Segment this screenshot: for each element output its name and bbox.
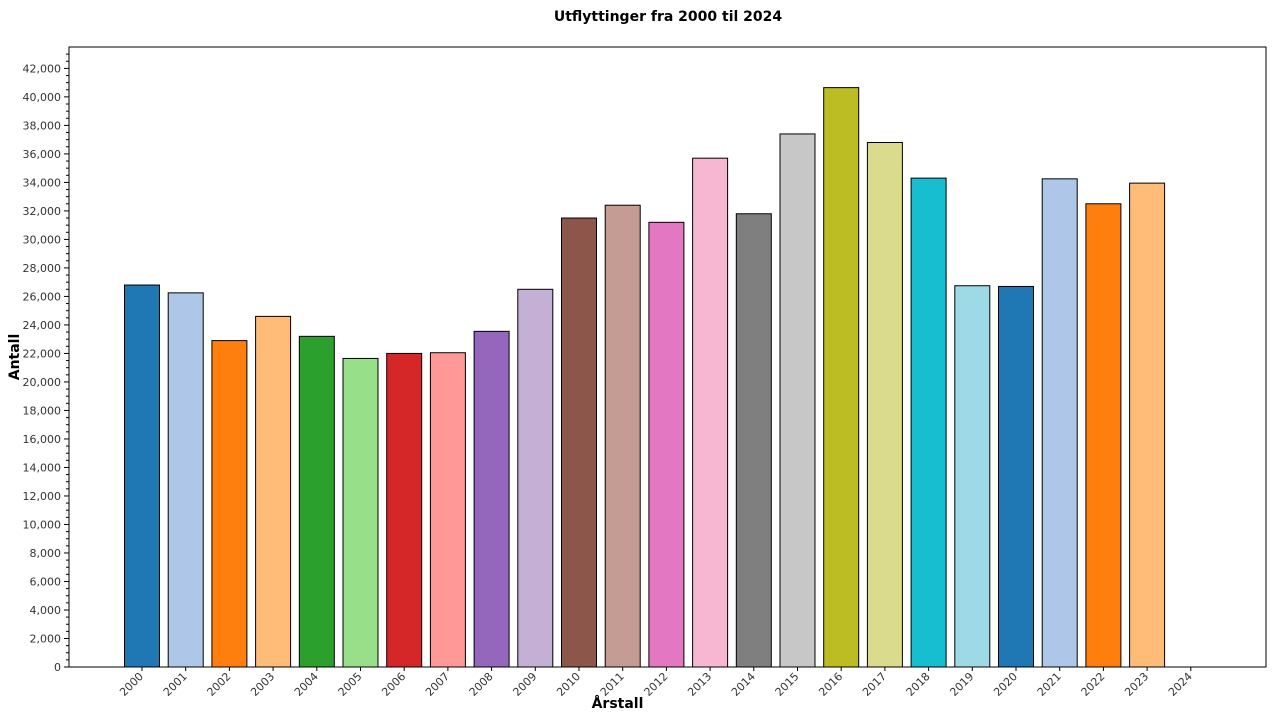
y-tick-label: 6,000 xyxy=(30,575,62,588)
y-tick-label: 14,000 xyxy=(23,461,62,474)
y-tick-label: 28,000 xyxy=(23,262,62,275)
y-tick-label: 2,000 xyxy=(30,632,62,645)
y-tick-label: 16,000 xyxy=(23,433,62,446)
x-tick-label: 2018 xyxy=(904,670,933,699)
bar-2016 xyxy=(823,87,860,668)
x-tick-label: 2004 xyxy=(292,670,321,699)
x-tick-label: 2000 xyxy=(117,670,146,699)
x-tick-label: 2005 xyxy=(336,670,365,699)
bar-2009 xyxy=(517,288,554,668)
bar-2020 xyxy=(998,285,1034,668)
y-axis: 0 2,000 4,000 6,000 8,000 10,000 12,000 14,000 1… xyxy=(23,53,69,674)
x-tick-label: 2012 xyxy=(642,670,671,699)
bar-2001 xyxy=(167,292,204,668)
x-tick-label: 2022 xyxy=(1079,670,1108,699)
y-tick-label: 34,000 xyxy=(23,176,62,189)
y-tick-label: 8,000 xyxy=(30,547,62,560)
bar-2013 xyxy=(692,157,729,668)
x-tick-label: 2020 xyxy=(991,670,1020,699)
x-tick-label: 2023 xyxy=(1122,670,1151,699)
y-tick-label: 10,000 xyxy=(23,518,62,531)
bar-2021 xyxy=(1041,178,1078,668)
x-tick-label: 2011 xyxy=(598,670,627,699)
y-tick-label: 32,000 xyxy=(23,205,62,218)
bar-2006 xyxy=(386,352,423,668)
x-tick-label: 2002 xyxy=(205,670,234,699)
y-tick-label: 18,000 xyxy=(23,404,62,417)
y-tick-label: 30,000 xyxy=(23,233,62,246)
bar-2000 xyxy=(124,284,160,668)
x-tick-label: 2021 xyxy=(1035,670,1064,699)
x-tick-label: 2015 xyxy=(773,670,802,699)
bar-2005 xyxy=(342,357,379,668)
x-tick-label: 2010 xyxy=(554,670,583,699)
bar-2010 xyxy=(561,217,597,668)
y-tick-label: 38,000 xyxy=(23,119,62,132)
bars-group xyxy=(124,87,1166,668)
x-tick-label: 2019 xyxy=(947,670,976,699)
x-tick-label: 2003 xyxy=(248,670,277,699)
y-tick-label: 36,000 xyxy=(23,148,62,161)
x-tick-label: 2006 xyxy=(379,670,408,699)
bar-2002 xyxy=(211,340,248,668)
y-axis-title: Antall xyxy=(7,334,23,381)
x-tick-label: 2008 xyxy=(467,670,496,699)
y-tick-label: 42,000 xyxy=(23,62,62,75)
x-tick-label: 2017 xyxy=(860,670,889,699)
x-tick-label: 2007 xyxy=(423,670,452,699)
chart-title: Utflyttinger fra 2000 til 2024 xyxy=(553,9,783,25)
bar-2012 xyxy=(648,221,685,668)
x-tick-label: 2016 xyxy=(816,670,845,699)
y-tick-label: 20,000 xyxy=(23,376,62,389)
bar-2007 xyxy=(429,352,466,668)
x-tick-label: 2001 xyxy=(161,670,190,699)
y-tick-label: 12,000 xyxy=(23,490,62,503)
y-tick-label: 0 xyxy=(54,661,61,674)
bar-2004 xyxy=(298,335,335,668)
x-tick-label: 2024 xyxy=(1166,670,1195,699)
bar-2003 xyxy=(255,315,292,668)
x-tick-label: 2013 xyxy=(685,670,714,699)
bar-2014 xyxy=(735,213,772,668)
x-tick-label: 2009 xyxy=(510,670,539,699)
bar-2011 xyxy=(604,204,641,668)
bar-2008 xyxy=(473,330,510,668)
bar-2015 xyxy=(779,133,816,668)
y-tick-label: 26,000 xyxy=(23,290,62,303)
x-axis: 2000 2001 2002 2003 2004 2005 2006 2007 2008 2009… xyxy=(117,667,1195,699)
bar-2023 xyxy=(1129,182,1166,668)
bar-2017 xyxy=(866,141,903,668)
x-tick-label: 2014 xyxy=(729,670,758,699)
x-axis-title: Årstall xyxy=(592,695,644,712)
y-tick-label: 4,000 xyxy=(30,604,62,617)
y-tick-label: 40,000 xyxy=(23,91,62,104)
bar-2018 xyxy=(910,177,947,668)
y-tick-label: 24,000 xyxy=(23,319,62,332)
bar-2022 xyxy=(1085,203,1122,668)
y-tick-label: 22,000 xyxy=(23,347,62,360)
bar-2019 xyxy=(954,285,991,668)
plot-frame xyxy=(68,46,1267,668)
